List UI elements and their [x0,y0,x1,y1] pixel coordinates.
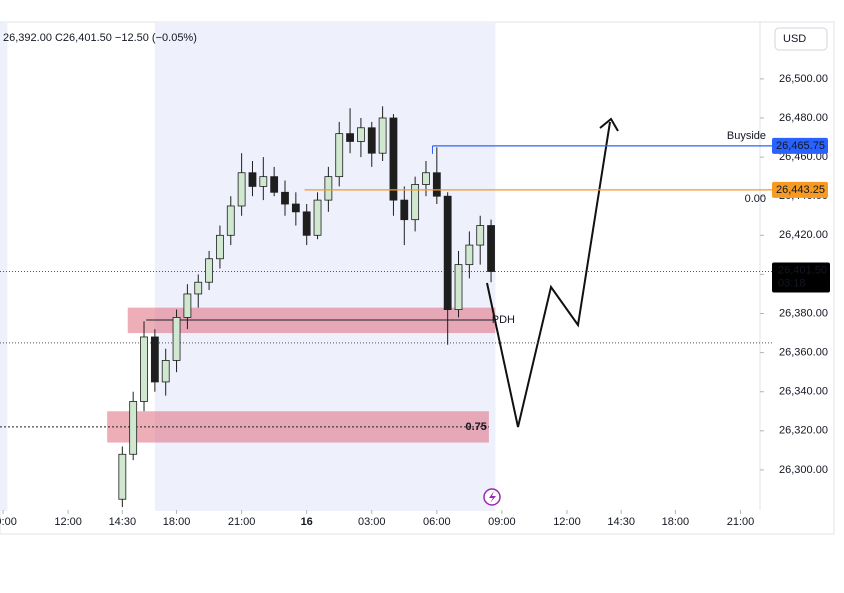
candle-body [150,336,159,383]
candle-body [226,205,235,236]
candle-body [378,117,387,154]
projection-path [486,121,611,428]
candle-body [367,127,376,154]
candle-body [476,225,485,246]
candle-body [205,258,213,283]
last-price-badge [772,262,830,293]
candle-body [346,133,354,142]
y-tick-label: 26,360.00 [779,347,828,359]
candle-body [270,176,279,193]
candle-body [302,211,311,236]
session-shade [0,23,8,511]
candle-body [454,264,463,310]
candle-body [194,281,203,295]
x-tick-label: 16 [301,516,313,528]
candle-body [324,176,333,201]
currency-button[interactable] [774,27,828,51]
level-badge-label: 26,443.25 [776,184,825,196]
level-name: Buyside [727,130,766,142]
candle-body [432,172,441,197]
candle-body [140,336,148,402]
y-tick-label: 26,500.00 [779,73,828,85]
y-tick-label: 26,480.00 [779,112,828,124]
candle-body [161,360,170,383]
last-price-countdown: 03:18 [778,277,806,289]
replay-bolt [489,491,496,503]
ohlc-legend: 26,392.00 C26,401.50 −12.50 (−0.05%) [3,32,197,44]
candle-body [487,225,495,272]
level-badge-label: 26,465.75 [776,140,825,152]
x-tick-label: 14:30 [109,516,137,528]
x-tick-label: 09:00 [0,516,17,528]
level-badge [772,137,828,154]
candle-body [400,199,409,221]
last-price-label: 26,401.50 [778,264,827,276]
y-tick-label: 26,340.00 [779,386,828,398]
x-tick-label: 06:00 [423,516,451,528]
candle-body [172,317,181,361]
y-tick-label: 26,380.00 [779,307,828,319]
level-badge [772,181,828,198]
x-tick-label: 12:00 [54,516,82,528]
x-tick-label: 21:00 [727,516,755,528]
candle-body [443,195,452,310]
zone-label: 0.75 [465,421,486,433]
candle-body [411,184,420,221]
candle-body [216,234,224,260]
candle-body [335,133,344,178]
candle-body [259,176,268,187]
x-tick-label: 09:00 [488,516,516,528]
candle-body [281,191,289,205]
currency-label[interactable]: USD [783,33,806,45]
candle-body [248,172,257,187]
level-name: 0.00 [745,193,766,205]
candle-body [183,293,192,318]
zone-label: PDH [492,314,515,326]
y-tick-label: 26,300.00 [779,464,828,476]
x-tick-label: 18:00 [662,516,690,528]
projection-arrow [599,117,619,132]
x-tick-label: 18:00 [163,516,191,528]
candle-body [237,172,246,207]
y-tick-label: 26,460.00 [779,151,828,163]
y-tick-label: 26,420.00 [779,229,828,241]
x-tick-label: 21:00 [228,516,256,528]
candle-body [357,127,365,142]
x-tick-label: 12:00 [553,516,581,528]
candle-body [129,401,138,455]
candle-body [465,244,474,266]
x-tick-label: 14:30 [607,516,635,528]
candle-body [313,199,322,236]
candle-body [422,172,430,185]
candle-body [389,117,398,201]
y-tick-label: 26,320.00 [779,425,828,437]
candle-body [118,453,127,500]
candle-body [291,203,300,213]
x-tick-label: 03:00 [358,516,386,528]
